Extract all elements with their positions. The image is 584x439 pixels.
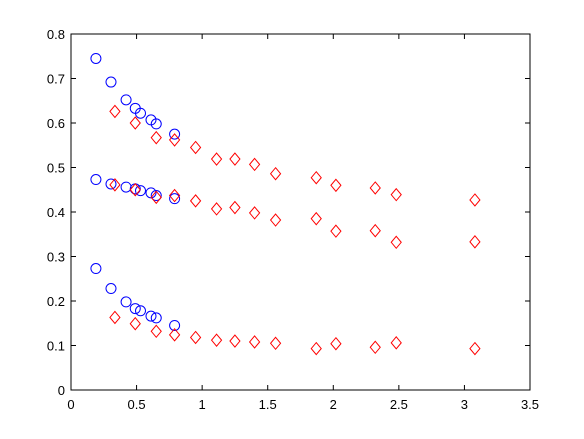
diamond-marker xyxy=(129,316,141,331)
diamond-marker xyxy=(229,200,241,215)
diamond-marker xyxy=(150,130,162,145)
y-tick-label: 0.3 xyxy=(47,250,65,265)
diamond-marker xyxy=(390,235,402,250)
diamond-marker xyxy=(129,182,141,197)
diamond-marker xyxy=(168,188,181,203)
diamond-marker xyxy=(310,170,322,185)
y-tick-label: 0.2 xyxy=(47,294,65,309)
y-tick-label: 0.8 xyxy=(47,27,65,42)
diamond-marker xyxy=(210,202,223,216)
diamond-marker xyxy=(369,340,381,355)
diamond-marker xyxy=(330,178,342,193)
diamond-marker xyxy=(269,336,282,351)
diamond-marker xyxy=(269,166,282,181)
y-tick-label: 0 xyxy=(58,383,65,398)
diamond-marker xyxy=(390,336,402,350)
diamond-marker xyxy=(369,181,381,195)
circle-marker xyxy=(105,283,117,295)
circle-marker xyxy=(105,76,117,88)
circle-marker xyxy=(135,107,147,119)
diamond-marker xyxy=(248,335,261,349)
x-tick-label: 0 xyxy=(67,397,74,412)
circle-marker xyxy=(120,94,132,106)
circle-marker xyxy=(135,305,147,317)
diamond-marker xyxy=(168,328,181,342)
circle-marker xyxy=(90,52,102,64)
x-tick-label: 1.5 xyxy=(259,397,277,412)
circle-marker xyxy=(169,193,181,205)
y-tick-label: 0.6 xyxy=(47,116,65,131)
circle-marker xyxy=(169,319,181,331)
x-tick-label: 2 xyxy=(330,397,337,412)
y-tick-label: 0.7 xyxy=(47,72,65,87)
diamond-marker xyxy=(310,341,322,356)
diamond-marker xyxy=(229,334,241,348)
circle-marker xyxy=(129,303,141,315)
diamond-marker xyxy=(469,235,481,249)
diamond-marker xyxy=(330,224,342,238)
diamond-marker xyxy=(469,341,481,356)
diamond-marker xyxy=(189,194,202,208)
diamond-marker xyxy=(109,178,121,192)
diamond-marker xyxy=(150,190,162,205)
diamond-marker xyxy=(168,133,181,147)
diamond-marker xyxy=(189,330,202,345)
y-tick-label: 0.4 xyxy=(47,205,65,220)
circle-marker xyxy=(105,178,117,190)
x-tick-label: 2.5 xyxy=(390,397,408,412)
circle-marker xyxy=(135,185,147,197)
circle-marker xyxy=(120,296,132,308)
diamond-marker xyxy=(109,310,121,325)
y-tick-label: 0.1 xyxy=(47,339,65,354)
diamond-marker xyxy=(469,193,481,207)
y-tick-label: 0.5 xyxy=(47,161,65,176)
circle-marker xyxy=(150,312,162,324)
diamond-marker xyxy=(129,116,141,130)
diamond-marker xyxy=(109,104,121,119)
circle-marker xyxy=(145,310,157,322)
diamond-marker xyxy=(210,152,223,166)
circle-marker xyxy=(169,128,181,140)
diamond-marker xyxy=(390,187,402,202)
diamond-marker xyxy=(210,333,223,347)
diamond-marker xyxy=(269,213,282,227)
diamond-marker xyxy=(248,157,261,172)
diamond-marker xyxy=(369,223,381,238)
diamond-marker xyxy=(150,324,162,339)
circle-marker xyxy=(90,174,102,186)
plot-frame xyxy=(70,33,531,391)
diamond-marker xyxy=(330,336,342,351)
circle-marker xyxy=(145,187,157,199)
circle-marker xyxy=(150,118,162,130)
x-tick-label: 1 xyxy=(199,397,206,412)
diamond-marker xyxy=(310,211,322,226)
x-tick-label: 3 xyxy=(461,397,468,412)
diamond-marker xyxy=(189,140,202,155)
x-tick-label: 0.5 xyxy=(128,397,146,412)
circle-marker xyxy=(90,263,102,275)
diamond-marker xyxy=(248,206,261,220)
x-tick-label: 3.5 xyxy=(521,397,539,412)
diamond-marker xyxy=(229,152,241,166)
